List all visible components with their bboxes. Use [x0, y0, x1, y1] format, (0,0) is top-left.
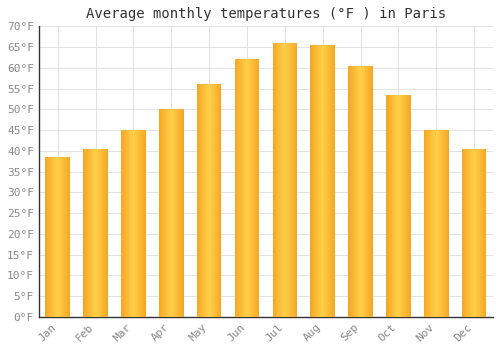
Title: Average monthly temperatures (°F ) in Paris: Average monthly temperatures (°F ) in Pa… — [86, 7, 446, 21]
